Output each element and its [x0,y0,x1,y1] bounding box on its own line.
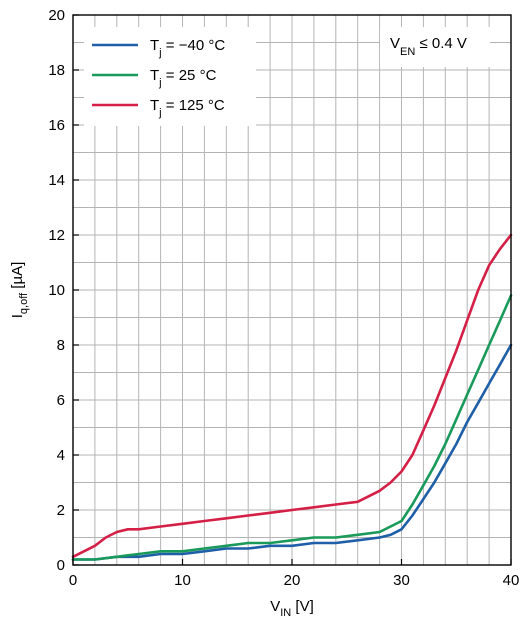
series-line-0 [71,343,513,561]
y-tick-label: 2 [57,502,65,519]
x-tick-label: 0 [69,572,77,589]
legend-box [84,27,256,126]
y-tick-label: 12 [48,227,65,244]
series-layer [71,233,513,561]
legend-label-2: Tj = 125 °C [150,97,225,119]
y-tick-label: 18 [48,62,65,79]
y-axis-label: Iq,off [µA] [9,262,30,319]
y-tick-label: 6 [57,392,65,409]
y-tick-label: 4 [57,447,65,464]
x-axis: 0 10 20 30 40 [69,559,520,589]
y-tick-label: 20 [48,7,65,24]
x-tick-label: 20 [284,572,301,589]
x-axis-label: VIN [V] [270,598,314,619]
legend: Tj = −40 °C Tj = 25 °C Tj = 125 °C [84,27,256,126]
y-tick-label: 0 [57,557,65,574]
annotation-text: VEN ≤ 0.4 V [390,35,467,58]
x-tick-label: 10 [174,572,191,589]
y-tick-label: 8 [57,337,65,354]
series-line-1 [71,294,513,561]
x-tick-label: 30 [393,572,410,589]
y-tick-label: 16 [48,117,65,134]
annotation: VEN ≤ 0.4 V [380,27,490,67]
annotation-box [380,27,490,67]
x-tick-label: 40 [503,572,520,589]
legend-label-0: Tj = −40 °C [150,37,225,59]
legend-label-1: Tj = 25 °C [150,67,217,89]
y-tick-label: 14 [48,172,65,189]
y-axis: 0 2 4 6 8 10 12 14 16 18 20 [48,7,79,574]
series-line-2 [71,233,513,559]
y-tick-label: 10 [48,282,65,299]
